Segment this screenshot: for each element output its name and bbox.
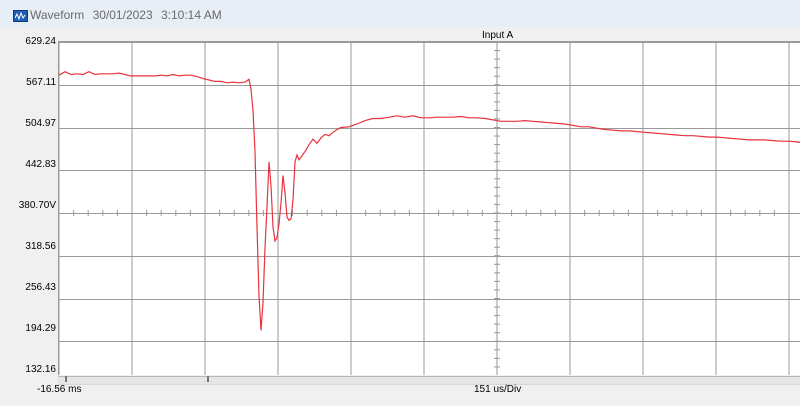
y-label-0: 629.24 bbox=[25, 36, 56, 47]
plot-frame: 629.24 567.11 504.97 442.83 380.70V 318.… bbox=[0, 27, 800, 384]
status-bar: -16.56 ms 151 us/Div bbox=[0, 375, 800, 406]
window-title-name: Waveform bbox=[30, 8, 85, 22]
window-titlebar: Waveform 30/01/2023 3:10:14 AM bbox=[0, 0, 800, 28]
plot-area[interactable] bbox=[58, 41, 800, 384]
y-label-3: 442.83 bbox=[25, 159, 56, 170]
scroll-handle-left[interactable] bbox=[65, 376, 67, 382]
y-label-8: 132.16 bbox=[25, 364, 56, 375]
waveform-app-icon bbox=[13, 10, 28, 22]
window-title-time: 3:10:14 AM bbox=[160, 8, 222, 22]
y-label-1: 567.11 bbox=[26, 77, 56, 88]
channel-label: Input A bbox=[482, 30, 514, 41]
y-label-6: 256.43 bbox=[25, 282, 56, 293]
window-title-date: 30/01/2023 bbox=[92, 8, 153, 22]
time-per-div-readout: 151 us/Div bbox=[474, 384, 522, 395]
y-label-7: 194.29 bbox=[25, 323, 56, 334]
y-label-4: 380.70V bbox=[18, 200, 56, 211]
time-scrollbar[interactable] bbox=[58, 376, 800, 385]
mini-wave-icon bbox=[15, 12, 26, 20]
scroll-handle-mid[interactable] bbox=[207, 376, 209, 382]
time-start-readout: -16.56 ms bbox=[37, 384, 82, 395]
waveform-trace bbox=[59, 71, 800, 331]
y-label-2: 504.97 bbox=[25, 118, 56, 129]
y-label-5: 318.56 bbox=[25, 241, 56, 252]
waveform-plot[interactable] bbox=[59, 42, 800, 384]
window-title: Waveform 30/01/2023 3:10:14 AM bbox=[30, 8, 227, 22]
